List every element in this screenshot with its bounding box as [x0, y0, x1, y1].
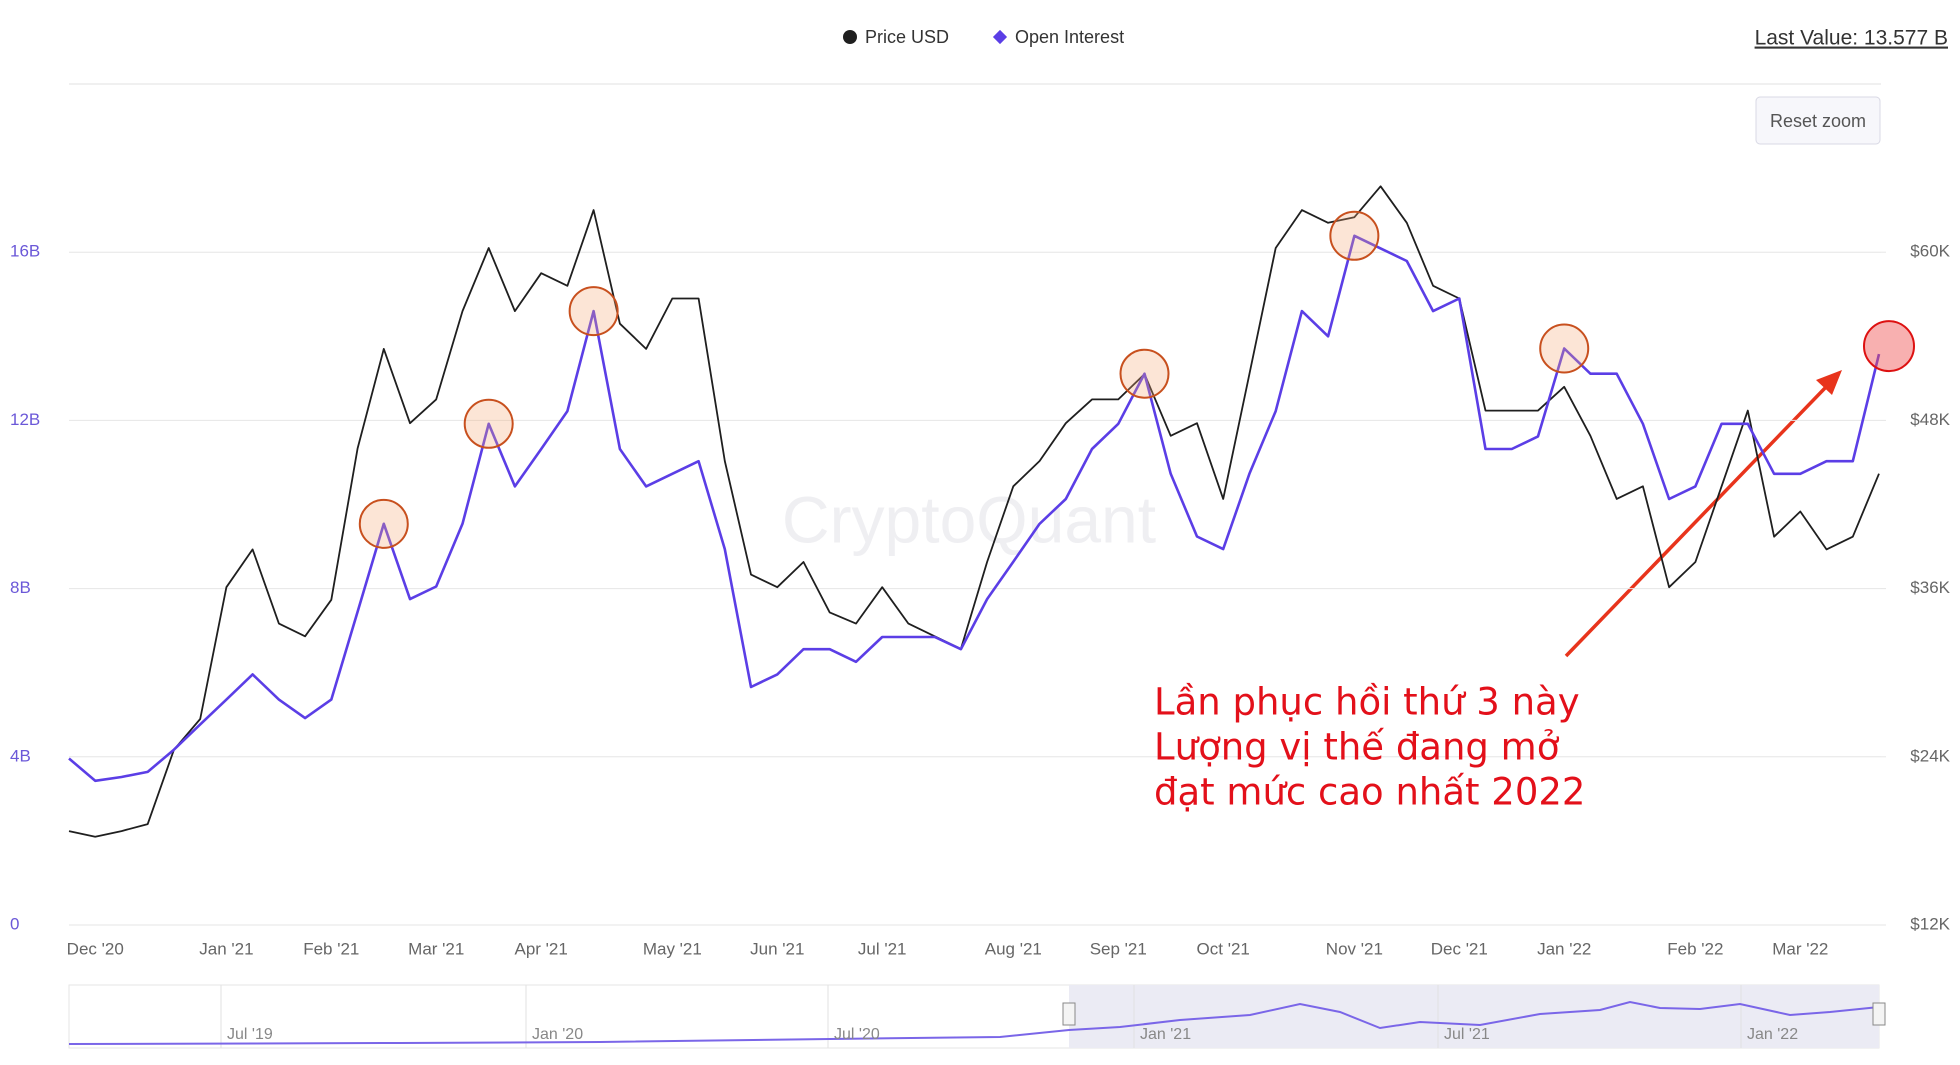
navigator [68, 984, 1886, 1049]
highlight-circle [463, 398, 514, 449]
annotation-text: Lượng vị thế đang mở [1154, 726, 1560, 769]
legend-label: Price USD [865, 27, 949, 47]
reset-zoom-box[interactable] [1755, 96, 1881, 145]
x-tick-label: Dec '21 [1431, 939, 1488, 958]
annotation-text: Lần phục hồi thứ 3 này [1154, 681, 1580, 724]
x-tick-label: Apr '21 [515, 939, 568, 958]
highlight-circle [1329, 210, 1380, 261]
navigator-line [68, 1000, 1880, 1045]
navigator-label: Jan '21 [1140, 1026, 1191, 1043]
navigator-label: Jan '20 [532, 1026, 583, 1043]
x-tick-label: Mar '22 [1772, 939, 1828, 958]
y2-tick-label: $12K [1910, 914, 1950, 933]
x-tick-label: Feb '21 [303, 939, 359, 958]
navigator-handle[interactable] [1872, 1002, 1886, 1026]
highlight-circle [568, 286, 619, 337]
annotation-text: đạt mức cao nhất 2022 [1154, 771, 1585, 814]
navigator-selection [1069, 985, 1879, 1048]
x-tick-label: Dec '20 [67, 939, 124, 958]
y-tick-label: 16B [10, 242, 40, 261]
x-tick-label: Mar '21 [408, 939, 464, 958]
x-tick-label: Jul '21 [858, 939, 907, 958]
x-tick-label: Jun '21 [750, 939, 804, 958]
x-tick-label: Nov '21 [1326, 939, 1383, 958]
y-tick-label: 8B [10, 578, 31, 597]
last-value: Last Value: 13.577 B [1755, 27, 1948, 50]
navigator-handle[interactable] [1062, 1002, 1076, 1026]
y-tick-label: 4B [10, 746, 31, 765]
legend-marker [992, 29, 1008, 45]
x-tick-label: Aug '21 [985, 939, 1042, 958]
navigator-label: Jul '20 [834, 1026, 880, 1043]
y2-tick-label: $36K [1910, 578, 1950, 597]
y2-tick-label: $24K [1910, 746, 1950, 765]
navigator-label: Jan '22 [1747, 1026, 1798, 1043]
x-tick-label: Jan '22 [1537, 939, 1591, 958]
x-tick-label: May '21 [643, 939, 702, 958]
reset-zoom-label[interactable]: Reset zoom [1770, 111, 1866, 131]
y2-tick-label: $60K [1910, 242, 1950, 261]
y2-tick-label: $48K [1910, 410, 1950, 429]
highlight-circle [1539, 323, 1590, 374]
y-tick-label: 0 [10, 914, 19, 933]
reset-zoom-button[interactable]: Reset zoom [1755, 96, 1881, 145]
watermark: CryptoQuant [782, 482, 1156, 556]
x-tick-label: Jan '21 [199, 939, 253, 958]
annotation-arrow [1564, 385, 1828, 658]
highlight-circle [1863, 320, 1915, 373]
legend-marker [843, 30, 857, 44]
annotation-arrowhead [1816, 370, 1842, 395]
x-tick-label: Sep '21 [1090, 939, 1147, 958]
highlight-circle [1119, 348, 1170, 399]
series-line [68, 234, 1881, 783]
legend-label: Open Interest [1015, 27, 1124, 47]
x-tick-label: Oct '21 [1197, 939, 1250, 958]
series-line [68, 185, 1880, 838]
navigator-label: Jul '19 [227, 1026, 273, 1043]
y-tick-label: 12B [10, 410, 40, 429]
highlight-circle [358, 498, 409, 549]
x-tick-label: Feb '22 [1667, 939, 1723, 958]
navigator-labels: Jul '19 Jan '20 Jul '20 Jan '21 Jul '21 Jan '… [227, 1026, 1798, 1043]
navigator-label: Jul '21 [1444, 1026, 1490, 1043]
